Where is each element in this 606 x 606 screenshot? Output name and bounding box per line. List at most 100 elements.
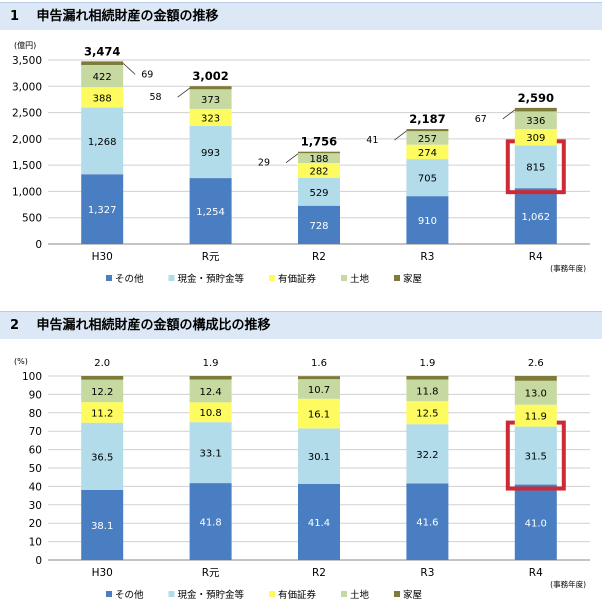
data-label: 815 — [526, 163, 545, 174]
data-label-small: 1.9 — [203, 358, 219, 369]
bar-segment — [298, 376, 340, 380]
total-label: 3,474 — [84, 44, 120, 58]
bar-segment — [189, 86, 232, 90]
x-axis-note: (事務年度) — [550, 263, 586, 273]
bar-segment — [406, 159, 449, 197]
leader-line — [502, 109, 516, 120]
section-title-1: 1 申告漏れ相続財産の金額の推移 — [0, 2, 602, 30]
data-label-small: 69 — [141, 69, 153, 80]
bar-segment — [189, 483, 232, 560]
data-label: 336 — [526, 116, 545, 127]
leader-line — [285, 153, 299, 164]
data-label: 1,062 — [521, 212, 550, 223]
bar-segment — [189, 379, 232, 403]
y-tick-label: 100 — [22, 371, 42, 383]
data-label: 529 — [309, 188, 328, 199]
section-number: 2 — [10, 318, 20, 333]
bar-segment — [81, 174, 124, 244]
legend-label: 土地 — [350, 273, 370, 285]
bar-segment — [81, 402, 124, 423]
bar-segment — [298, 379, 340, 399]
bar-segment — [514, 188, 557, 244]
bar-segment — [406, 424, 449, 484]
legend-label: その他 — [115, 273, 144, 285]
data-label-small: 2.6 — [528, 358, 544, 369]
legend-swatch — [168, 591, 175, 597]
y-tick-label: 500 — [22, 213, 42, 225]
data-label: 36.5 — [91, 452, 113, 463]
bar-segment — [189, 178, 232, 244]
x-tick-label: R3 — [420, 251, 434, 263]
y-tick-label: 80 — [29, 408, 42, 420]
data-label: 16.1 — [308, 410, 330, 421]
data-label-small: 58 — [150, 92, 162, 103]
total-label: 2,590 — [518, 91, 554, 105]
bar-segment — [514, 426, 557, 485]
bar-segment — [514, 107, 557, 112]
data-label: 1,268 — [88, 137, 117, 148]
total-label: 1,756 — [301, 135, 337, 149]
data-label: 10.8 — [199, 408, 221, 419]
bar-segment — [298, 398, 340, 429]
legend-label: 有価証券 — [278, 273, 317, 285]
legend-label: 土地 — [350, 589, 370, 601]
bar-segment — [514, 376, 557, 381]
legend-label: 現金・預貯金等 — [178, 589, 245, 601]
x-tick-label: H30 — [92, 567, 113, 579]
x-tick-label: R3 — [420, 567, 434, 579]
x-axis-note: (事務年度) — [550, 579, 586, 589]
bar-segment — [189, 376, 232, 380]
data-label: 188 — [309, 154, 328, 165]
bar-segment — [514, 129, 557, 146]
bar-segment — [406, 376, 449, 380]
total-label: 3,002 — [192, 69, 228, 83]
x-tick-label: H30 — [92, 251, 113, 263]
y-tick-label: 10 — [29, 537, 42, 549]
bar-segment — [298, 163, 340, 178]
bar-segment — [406, 129, 449, 132]
bar-segment — [189, 108, 232, 126]
data-label: 274 — [418, 148, 437, 159]
leader-line — [177, 87, 190, 98]
total-label: 2,187 — [409, 112, 445, 126]
bar-segment — [189, 422, 232, 484]
chart-amounts: (億円) 0 500 1,000 1,500 2,000 2,500 3,000 3,500 1,… — [12, 40, 590, 285]
legend-label: 家屋 — [403, 273, 422, 285]
bar-segment — [514, 484, 557, 560]
y-axis-label: (%) — [14, 357, 28, 366]
bar-segment — [298, 153, 340, 164]
data-label: 41.8 — [199, 518, 221, 529]
data-label: 1,254 — [196, 207, 225, 218]
bar-segment — [406, 131, 449, 145]
data-label: 422 — [93, 72, 112, 83]
y-tick-label: 70 — [29, 426, 42, 438]
y-axis-label: (億円) — [14, 40, 36, 50]
legend-label: 有価証券 — [278, 589, 317, 601]
bar-segment — [81, 422, 124, 490]
data-label: 12.2 — [91, 387, 113, 398]
bar-segment — [514, 380, 557, 405]
y-tick-label: 2,000 — [12, 134, 42, 146]
bar-segment — [81, 61, 124, 65]
data-label: 10.7 — [308, 385, 330, 396]
data-label: 373 — [201, 95, 220, 106]
bar-segment — [514, 404, 557, 427]
y-tick-label: 2,500 — [12, 108, 42, 120]
x-tick-label: R2 — [312, 567, 326, 579]
y-tick-label: 1,500 — [12, 160, 42, 172]
data-label: 13.0 — [525, 389, 547, 400]
bar-segment — [514, 145, 557, 189]
data-label: 993 — [201, 148, 220, 159]
data-label: 31.5 — [525, 452, 547, 463]
data-label: 12.4 — [199, 387, 221, 398]
data-label: 257 — [418, 134, 437, 145]
legend-swatch — [168, 275, 175, 281]
data-label: 41.4 — [308, 518, 330, 529]
data-label: 30.1 — [308, 452, 330, 463]
data-label: 705 — [418, 174, 437, 185]
data-label-small: 29 — [258, 158, 270, 169]
y-tick-label: 1,000 — [12, 186, 42, 198]
leader-line — [394, 130, 407, 141]
legend-swatch — [106, 275, 112, 281]
bar-segment — [298, 428, 340, 484]
